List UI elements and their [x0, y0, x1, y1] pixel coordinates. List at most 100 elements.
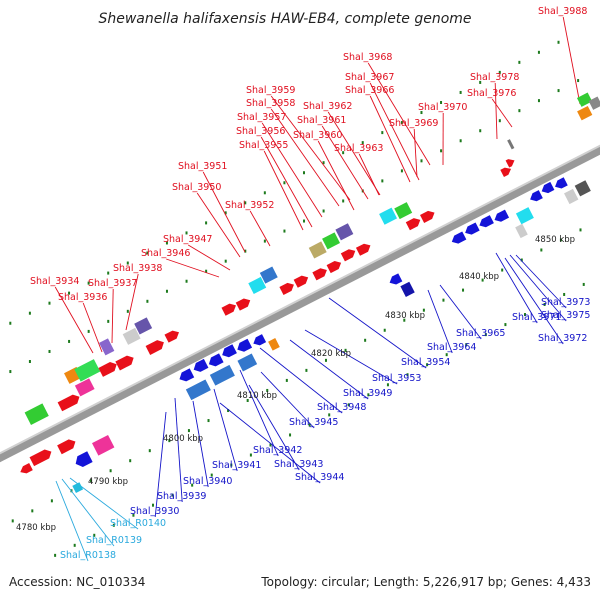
gene-body	[57, 439, 76, 455]
gene-label-bottom: Shal_3930	[130, 506, 179, 517]
gene-labels: Shal_3988 Shal_3968 Shal_3967 Shal_3978 Shal…	[30, 6, 590, 561]
gene-label-bottom: Shal_3953	[372, 373, 421, 384]
gene-label-bottom-connector	[495, 252, 538, 324]
gene-body	[379, 207, 398, 225]
tick-dot	[50, 499, 53, 503]
gene-box	[507, 139, 515, 150]
tick-dot	[168, 439, 171, 443]
tick-dot	[109, 469, 112, 473]
gene-body	[335, 223, 354, 241]
gene-label-bottom: Shal_3939	[157, 491, 206, 502]
gene-label-top: Shal_3963	[334, 143, 383, 154]
gene-box	[588, 96, 600, 110]
gene-body	[179, 368, 195, 382]
gene-body	[235, 298, 251, 311]
gene-body	[588, 96, 600, 110]
tick-dot	[185, 279, 188, 283]
gene-box	[577, 105, 593, 121]
tick-dot	[224, 211, 227, 215]
tick-dot	[68, 339, 71, 343]
tick-dot	[582, 282, 585, 286]
gene-label-top-connector	[317, 140, 355, 211]
gene-body	[577, 105, 593, 121]
forward-gene	[279, 282, 294, 296]
gene-label-top: Shal_3961	[297, 115, 346, 126]
gene-body	[99, 338, 115, 356]
gene-body	[515, 223, 528, 239]
tick-dot	[308, 423, 311, 427]
tick-dot	[68, 291, 71, 295]
gene-label-top: Shal_3988	[538, 6, 587, 17]
reverse-gene	[530, 190, 543, 202]
gene-body	[248, 276, 267, 294]
gene-body	[515, 207, 534, 225]
tick-dot	[498, 119, 501, 123]
reverse-gene	[193, 358, 209, 372]
scale-label: 4810 kbp	[237, 391, 277, 401]
tick-dot	[484, 333, 487, 337]
gene-label-bottom: Shal_3975	[541, 310, 590, 321]
gene-body	[326, 260, 342, 274]
label-connectors	[54, 16, 581, 562]
forward-gene	[221, 303, 236, 316]
tick-dot	[543, 303, 546, 307]
gene-body	[24, 403, 49, 426]
tick-dot	[523, 313, 526, 317]
gene-body	[92, 434, 115, 456]
gene-body	[57, 394, 80, 412]
tick-dot	[148, 449, 151, 453]
gene-body	[72, 482, 84, 493]
gene-label-top: Shal_3936	[58, 292, 107, 303]
tick-dot	[302, 171, 305, 175]
tick-dot	[518, 60, 521, 64]
tick-dot	[165, 241, 168, 245]
gene-label-top-connector	[369, 95, 411, 183]
tick-dot	[185, 231, 188, 235]
tick-dot	[303, 219, 306, 223]
gene-box	[259, 266, 278, 284]
backbone	[0, 145, 600, 463]
tick-dot	[263, 191, 266, 195]
tick-dot	[563, 292, 566, 296]
tick-dot	[501, 268, 504, 272]
tick-dot	[557, 89, 560, 93]
gene-box	[209, 364, 235, 386]
gene-label-top: Shal_3959	[246, 85, 295, 96]
gene-label-top: Shal_3968	[343, 52, 392, 63]
tick-dot	[361, 141, 364, 145]
gene-label-top-connector	[270, 108, 340, 207]
scale-label: 4790 kbp	[88, 477, 128, 487]
gene-label-top-connector	[54, 286, 94, 354]
tick-dot	[518, 109, 521, 113]
gene-body	[574, 180, 591, 197]
gene-label-bottom-connector	[328, 297, 427, 369]
tick-dot	[381, 179, 384, 183]
gene-label-top: Shal_3956	[236, 126, 285, 137]
tick-dot	[126, 261, 129, 265]
gene-label-bottom: Shal_3965	[456, 328, 505, 339]
gene-body	[355, 243, 371, 256]
gene-body	[451, 231, 467, 244]
gene-label-top: Shal_3970	[418, 102, 467, 113]
gene-box	[74, 378, 95, 397]
tick-dot	[28, 360, 31, 364]
tick-dot	[479, 129, 482, 133]
tick-dot	[420, 111, 423, 115]
gene-label-top-connector	[249, 210, 271, 247]
tick-dot	[266, 388, 269, 392]
tick-dot	[11, 519, 14, 523]
gene-body	[74, 359, 101, 382]
gene-body	[555, 177, 568, 189]
tick-dot	[263, 239, 266, 243]
scale-labels: 4780 kbp 4790 kbp 4800 kbp 4810 kbp 4820 kbp…	[16, 235, 575, 533]
tick-dot	[381, 131, 384, 135]
tick-dot	[87, 329, 90, 333]
tick-dot	[48, 349, 51, 353]
reverse-gene	[253, 334, 267, 346]
gene-label-bottom: Shal_3942	[253, 445, 302, 456]
gene-label-bottom: Shal_3941	[212, 460, 261, 471]
tick-dot	[249, 453, 252, 457]
gene-box	[72, 482, 84, 493]
gene-body	[420, 210, 435, 223]
gene-box	[515, 223, 528, 239]
